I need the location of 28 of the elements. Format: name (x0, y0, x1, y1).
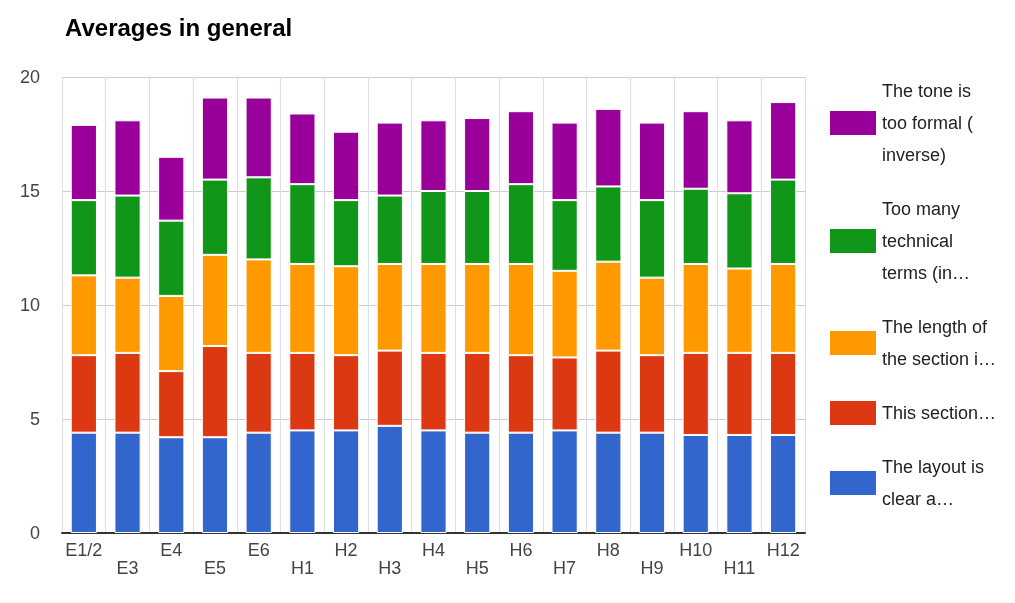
x-tick-label: E1/2 (65, 540, 103, 560)
x-tick-label: H4 (421, 540, 446, 560)
y-tick-label: 0 (29, 523, 40, 543)
x-tick-label: H3 (378, 558, 402, 578)
y-tick-label: 15 (19, 181, 40, 201)
legend-label: The length of the section i… (882, 317, 997, 369)
x-tick-label: H11 (723, 558, 756, 578)
x-tick-label: H2 (334, 540, 358, 560)
x-tick-label: H5 (465, 558, 489, 578)
x-tick-label: E4 (160, 540, 183, 560)
legend-label: The layout is clear a… (882, 457, 990, 509)
y-tick-label: 5 (29, 409, 40, 429)
x-tick-label: E5 (203, 558, 226, 578)
chart-title: Averages in general (65, 13, 293, 41)
x-tick-label: H9 (640, 558, 664, 578)
x-tick-label: H6 (509, 540, 533, 560)
y-tick-label: 10 (19, 295, 40, 315)
x-tick-label: H1 (290, 558, 314, 578)
x-tick-label: E3 (116, 558, 139, 578)
x-tick-label: H7 (553, 558, 577, 578)
x-tick-label: H8 (596, 540, 620, 560)
legend-label: Too many technical terms (in… (882, 199, 971, 283)
legend-label: This section… (882, 403, 997, 423)
y-tick-label: 20 (19, 67, 40, 87)
x-tick-label: E6 (247, 540, 270, 560)
x-tick-label: H12 (766, 540, 800, 560)
legend-label: The tone is too formal ( inverse) (882, 81, 979, 165)
x-tick-label: H10 (679, 540, 713, 560)
